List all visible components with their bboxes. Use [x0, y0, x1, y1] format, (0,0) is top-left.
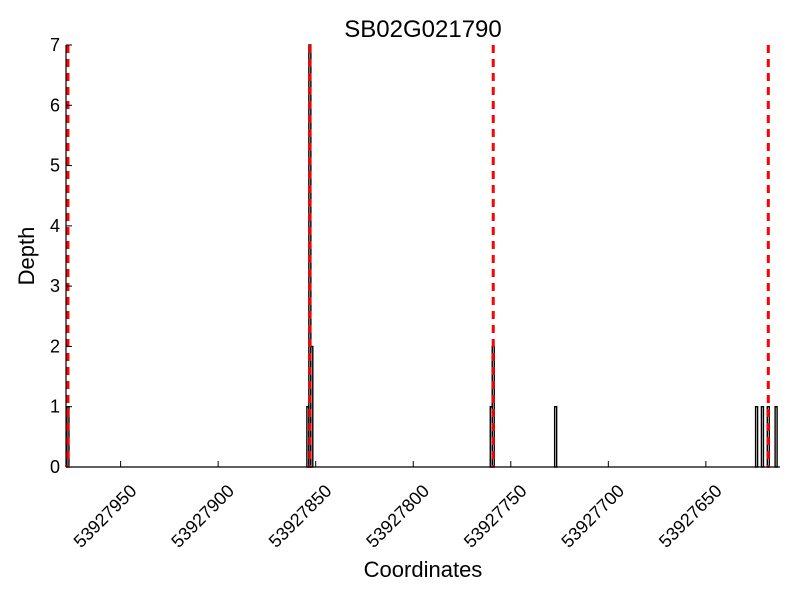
depth-bar [491, 345, 495, 468]
x-tick-label: 53927700 [557, 481, 628, 552]
y-tick-label: 6 [50, 95, 60, 115]
depth-bar [754, 406, 759, 468]
y-tick-label: 5 [50, 156, 60, 176]
y-tick-label: 4 [50, 216, 60, 236]
depth-bar [760, 406, 765, 468]
x-ticks: 53927950 53927900 53927850 53927800 53927750… [70, 461, 726, 552]
reference-lines-layer [66, 45, 770, 467]
depth-bar [310, 345, 314, 468]
y-tick-label: 7 [50, 35, 60, 55]
chart-title: SB02G021790 [344, 16, 501, 43]
y-tick-label: 0 [50, 457, 60, 477]
x-tick-label: 53927750 [460, 481, 531, 552]
x-tick-label: 53927900 [167, 481, 238, 552]
y-tick-label: 2 [50, 336, 60, 356]
x-tick-label: 53927850 [265, 481, 336, 552]
y-ticks: 0 1 2 3 4 5 6 7 [50, 35, 72, 477]
depth-bar [774, 406, 778, 468]
y-axis-label: Depth [14, 227, 39, 286]
x-tick-label: 53927950 [70, 481, 141, 552]
y-tick-label: 1 [50, 397, 60, 417]
depth-bar [553, 406, 558, 468]
x-tick-label: 53927800 [362, 481, 433, 552]
y-tick-label: 3 [50, 276, 60, 296]
x-tick-label: 53927650 [655, 481, 726, 552]
x-axis-label: Coordinates [364, 557, 483, 582]
bars-layer [66, 44, 778, 468]
